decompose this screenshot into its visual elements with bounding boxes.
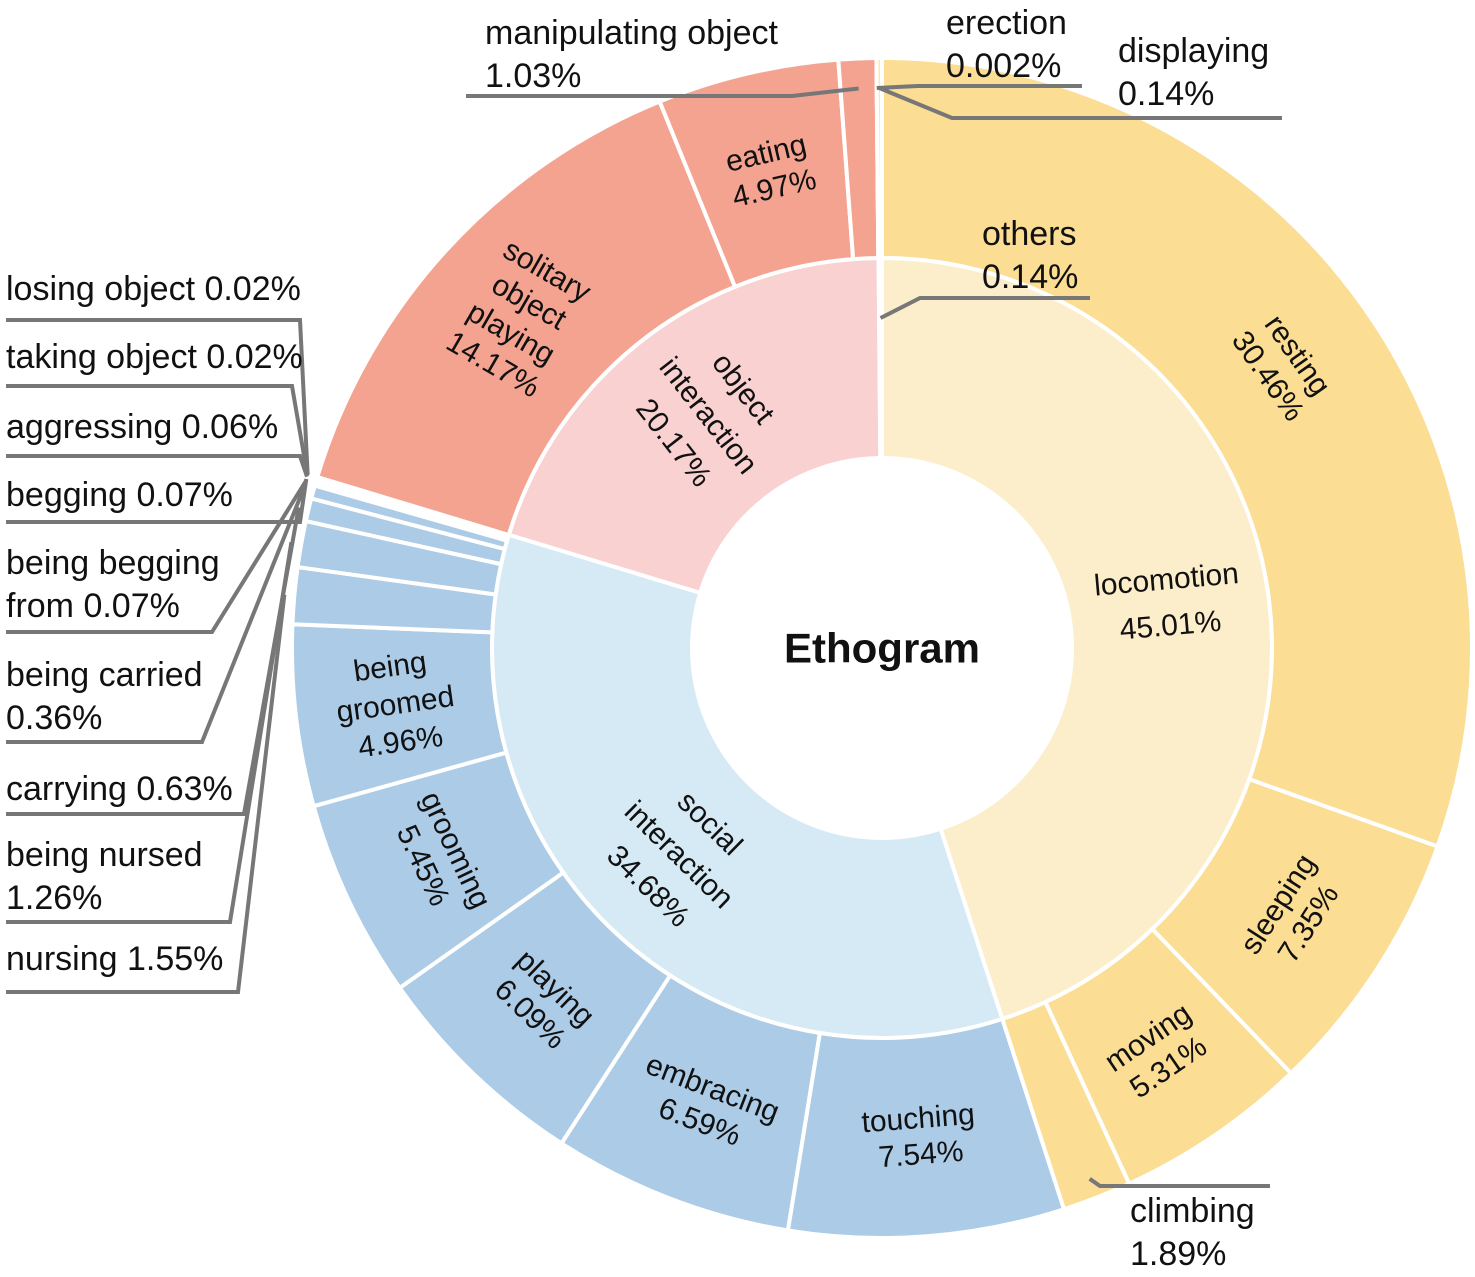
outer-wedge-displaying[interactable]	[874, 56, 884, 261]
callout-label-erection: erection 0.002%	[946, 4, 1067, 85]
callout-label-begging: begging 0.07%	[6, 476, 233, 514]
callout-label-displaying: displaying 0.14%	[1118, 32, 1269, 113]
callout-label-manipulating-object: manipulating object 1.03%	[485, 14, 779, 95]
leader-displaying	[878, 86, 1282, 120]
leader-erection	[876, 84, 1082, 91]
inner-label-social-interaction: socialinteraction34.68%	[587, 763, 771, 946]
outer-label-being-groomed: beinggroomed4.96%	[329, 642, 461, 766]
callout-label-being-begging-from: being begging from 0.07%	[6, 544, 220, 625]
wedge-layer	[290, 56, 1474, 1240]
callout-label-aggressing: aggressing 0.06%	[6, 408, 278, 446]
outer-wedge-resting[interactable]	[880, 56, 1474, 849]
leader-being-nursed	[6, 541, 294, 924]
outer-label-solitary-object-playing: solitaryobjectplaying14.17%	[441, 231, 600, 404]
leader-others	[879, 296, 1090, 320]
leader-begging	[6, 478, 309, 524]
leader-nursing	[6, 594, 287, 994]
leader-line-layer	[6, 84, 1282, 1188]
label-layer: locomotion45.01%socialinteraction34.68%o…	[6, 4, 1346, 1273]
callout-label-being-nursed: being nursed 1.26%	[6, 836, 203, 917]
leader-taking-object	[6, 384, 310, 476]
callout-label-others: others 0.14%	[982, 215, 1078, 296]
callout-label-being-carried: being carried 0.36%	[6, 656, 203, 737]
outer-label-touching: touching7.54%	[860, 1098, 978, 1175]
leader-losing-object	[6, 318, 310, 475]
inner-wedge-others[interactable]	[876, 255, 884, 461]
callout-label-losing-object: losing object 0.02%	[6, 270, 301, 308]
leader-aggressing	[6, 454, 309, 478]
callout-label-climbing: climbing 1.89%	[1130, 1192, 1255, 1273]
callout-label-carrying: carrying 0.63%	[6, 770, 233, 808]
leader-manipulating-object	[466, 86, 859, 98]
callout-label-nursing: nursing 1.55%	[6, 940, 223, 978]
leader-climbing	[1088, 1177, 1270, 1188]
leader-being-begging-from	[6, 480, 308, 634]
callout-label-taking-object: taking object 0.02%	[6, 338, 303, 376]
leader-being-carried	[6, 488, 306, 744]
chart-title: Ethogram	[784, 625, 980, 672]
